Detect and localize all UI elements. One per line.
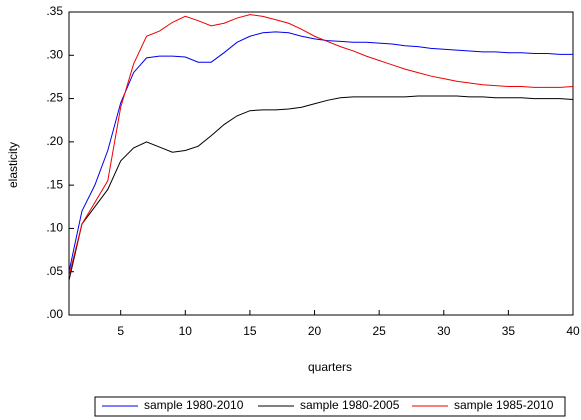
y-tick-label: .00 xyxy=(46,307,63,321)
legend-label: sample 1985-2010 xyxy=(454,398,554,412)
x-tick-label: 20 xyxy=(308,324,322,338)
legend-label: sample 1980-2005 xyxy=(300,398,400,412)
y-tick-label: .15 xyxy=(46,177,63,191)
y-axis-label: elasticity xyxy=(6,142,20,188)
legend-label: sample 1980-2010 xyxy=(144,398,244,412)
y-tick-label: .25 xyxy=(46,91,63,105)
x-tick-label: 40 xyxy=(566,324,580,338)
line-series xyxy=(68,31,573,272)
legend-box xyxy=(94,396,566,417)
x-tick-label: 5 xyxy=(117,324,124,338)
line-series xyxy=(68,95,574,281)
line-series xyxy=(68,14,574,277)
y-tick-label: .05 xyxy=(46,264,63,278)
x-tick-label: 35 xyxy=(502,324,516,338)
y-tick-label: .20 xyxy=(46,134,63,148)
y-tick-label: .35 xyxy=(46,4,63,18)
plot-frame xyxy=(68,11,574,316)
x-tick-label: 30 xyxy=(437,324,451,338)
x-tick-label: 15 xyxy=(243,324,257,338)
x-tick-label: 10 xyxy=(179,324,193,338)
x-axis-label: quarters xyxy=(308,360,352,374)
y-tick-label: .10 xyxy=(46,221,63,235)
y-tick-label: .30 xyxy=(46,47,63,61)
x-tick-label: 25 xyxy=(372,324,386,338)
